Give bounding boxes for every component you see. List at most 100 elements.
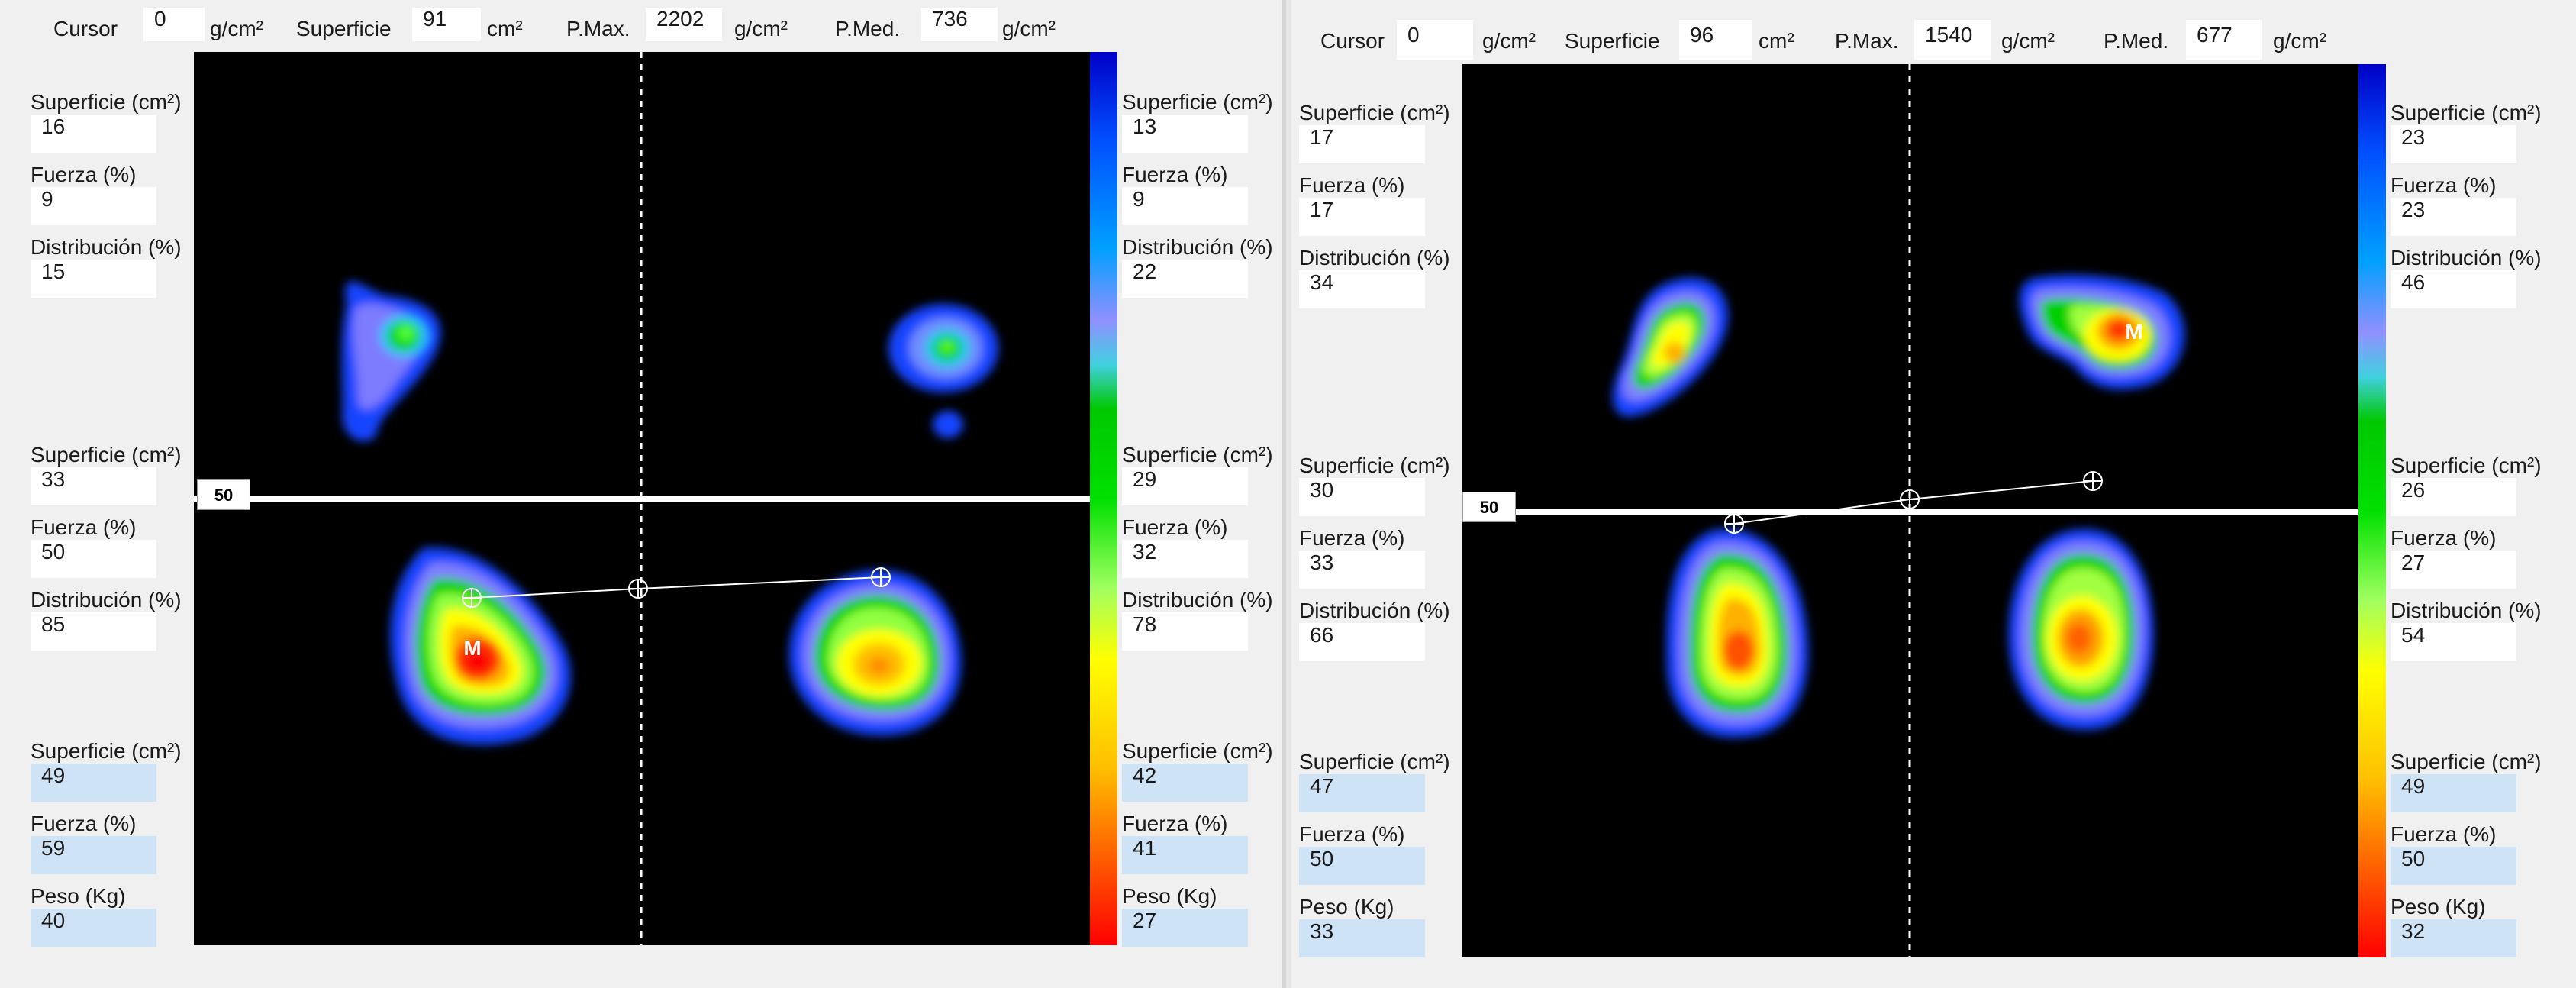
superficie-value[interactable]: 91 [412,8,481,41]
right-total-superficie-value: 49 [2391,774,2516,812]
pressure-blob-front-left [1612,277,1729,417]
crosshair-icon[interactable] [1724,514,1744,534]
left-total-peso-label: Peso (Kg) [1299,895,1394,919]
cursor-value[interactable]: 0 [143,8,205,41]
left-total-peso-label: Peso (Kg) [31,884,126,908]
pmax-value[interactable]: 1540 [1914,20,1991,60]
right-total-peso-value: 27 [1122,909,1248,947]
right-total-fuerza-label: Fuerza (%) [1122,812,1228,835]
left-total-superficie-label: Superficie (cm²) [1299,750,1450,773]
pressure-blob-front-right [2019,275,2185,389]
left-top-fuerza-value: 17 [1299,198,1425,236]
left-top-distribucion-label: Distribución (%) [1299,246,1450,270]
right-mid-superficie-label: Superficie (cm²) [1122,443,1273,467]
crosshair-icon[interactable] [871,567,891,587]
pmax-label: P.Max. [1835,29,1899,53]
left-mid-superficie-value: 30 [1299,478,1425,516]
right-mid-superficie-value: 29 [1122,467,1248,505]
balance-line-right [637,576,882,589]
superficie-label: Superficie [296,17,392,40]
pressure-blob-rear-right [789,570,962,736]
left-total-fuerza-label: Fuerza (%) [1299,822,1405,846]
right-top-superficie-label: Superficie (cm²) [1122,90,1273,114]
pmax-label: P.Max. [566,17,630,40]
left-top-fuerza-label: Fuerza (%) [31,163,137,186]
left-mid-superficie-value: 33 [31,467,156,505]
left-mid-superficie-label: Superficie (cm²) [31,443,182,467]
right-mid-superficie-value: 26 [2391,478,2516,516]
cursor-label: Cursor [53,17,118,40]
left-total-superficie-label: Superficie (cm²) [31,739,182,763]
right-mid-fuerza-label: Fuerza (%) [1122,515,1228,539]
superficie-unit: cm² [1759,29,1794,53]
right-mid-distribucion-value: 54 [2391,623,2516,661]
right-total-peso-label: Peso (Kg) [1122,884,1217,908]
left-mid-fuerza-label: Fuerza (%) [31,515,137,539]
left-total-fuerza-value: 50 [1299,847,1425,885]
right-total-superficie-label: Superficie (cm²) [2391,750,2542,773]
cursor-value[interactable]: 0 [1397,20,1473,60]
left-mid-fuerza-value: 50 [31,540,156,578]
pressure-blob-rear-left [390,547,571,745]
left-mid-distribucion-label: Distribución (%) [1299,599,1450,622]
superficie-value[interactable]: 96 [1679,20,1752,60]
left-top-distribucion-value: 34 [1299,270,1425,308]
pmed-unit: g/cm² [1002,17,1056,40]
split-percentage-marker[interactable]: 50 [197,479,250,510]
crosshair-icon[interactable] [2083,471,2103,491]
left-top-superficie-label: Superficie (cm²) [1299,101,1450,124]
right-mid-fuerza-value: 27 [2391,551,2516,589]
left-top-superficie-label: Superficie (cm²) [31,90,182,114]
superficie-unit: cm² [487,17,523,40]
crosshair-icon[interactable] [628,579,648,599]
pressure-map[interactable]: M [1462,64,2358,957]
pmed-value[interactable]: 677 [2186,20,2262,60]
left-total-peso-value: 40 [31,909,156,947]
right-top-distribucion-label: Distribución (%) [2391,246,2542,270]
pressure-panel-right: Cursor 0 g/cm² Superficie 96 cm² P.Max. … [1291,0,2576,988]
left-mid-distribucion-value: 85 [31,612,156,651]
balance-line-left [471,588,639,599]
right-total-fuerza-label: Fuerza (%) [2391,822,2497,846]
right-top-fuerza-label: Fuerza (%) [2391,173,2497,197]
right-top-fuerza-label: Fuerza (%) [1122,163,1228,186]
pressure-map[interactable]: M [194,52,1090,945]
pressure-blob-rear-right [2008,528,2154,731]
left-total-fuerza-value: 59 [31,836,156,874]
right-top-distribucion-value: 22 [1122,260,1248,298]
left-top-fuerza-label: Fuerza (%) [1299,173,1405,197]
right-total-peso-value: 32 [2391,919,2516,957]
pressure-panel-left: Cursor 0 g/cm² Superficie 91 cm² P.Max. … [0,0,1286,988]
right-top-fuerza-value: 23 [2391,198,2516,236]
left-total-peso-value: 33 [1299,919,1425,957]
right-top-distribucion-value: 46 [2391,270,2516,308]
midline [1462,509,2358,515]
right-mid-superficie-label: Superficie (cm²) [2391,454,2542,477]
pmed-label: P.Med. [2104,29,2169,53]
right-total-superficie-value: 42 [1122,764,1248,802]
superficie-label: Superficie [1565,29,1660,53]
left-mid-fuerza-label: Fuerza (%) [1299,526,1405,550]
balance-line-right [1909,480,2094,500]
pmax-value[interactable]: 2202 [646,8,722,41]
right-total-fuerza-value: 41 [1122,836,1248,874]
right-mid-distribucion-value: 78 [1122,612,1248,651]
pressure-blob-front-left [341,281,441,441]
left-total-fuerza-label: Fuerza (%) [31,812,137,835]
split-percentage-marker[interactable]: 50 [1462,492,1516,522]
max-pressure-marker: M [2125,320,2142,344]
left-top-distribucion-value: 15 [31,260,156,298]
crosshair-icon[interactable] [1900,489,1920,509]
pmed-label: P.Med. [835,17,901,40]
right-mid-distribucion-label: Distribución (%) [1122,588,1273,612]
left-mid-fuerza-value: 33 [1299,551,1425,589]
cursor-label: Cursor [1320,29,1385,53]
left-mid-distribucion-value: 66 [1299,623,1425,661]
left-mid-distribucion-label: Distribución (%) [31,588,182,612]
right-top-superficie-label: Superficie (cm²) [2391,101,2542,124]
pressure-blob-front-right [888,304,998,438]
left-total-superficie-value: 47 [1299,774,1425,812]
pmed-value[interactable]: 736 [921,8,998,41]
cursor-unit: g/cm² [210,17,263,40]
crosshair-icon[interactable] [462,588,482,608]
